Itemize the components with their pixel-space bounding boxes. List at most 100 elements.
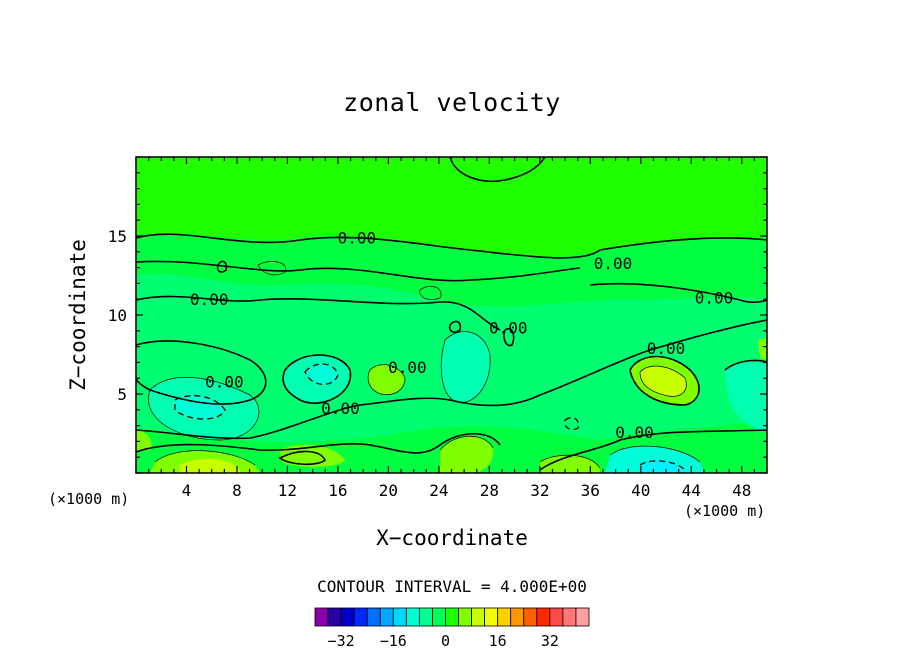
x-tick-label: 48 xyxy=(732,481,751,500)
colorbar-swatch xyxy=(340,607,355,627)
contour-lines xyxy=(136,157,767,471)
contour-line xyxy=(136,295,501,331)
colorbar-tick-label: 16 xyxy=(489,632,507,650)
contour-fill-neg xyxy=(175,395,225,419)
contour-fill-neg xyxy=(725,362,767,430)
colorbar-swatch xyxy=(327,607,342,627)
colorbar-swatch xyxy=(510,607,525,627)
colorbar-swatch xyxy=(497,607,512,627)
axis-ticks xyxy=(135,156,768,474)
colorbar-swatch xyxy=(549,607,564,627)
contour-label: 0.00 xyxy=(338,229,377,248)
colorbar-swatch xyxy=(314,607,329,627)
colorbar xyxy=(314,607,590,627)
colorbar-swatch xyxy=(562,607,577,627)
contour-line-neg xyxy=(304,363,339,386)
x-tick-label: 12 xyxy=(278,481,297,500)
x-tick-label: 44 xyxy=(682,481,701,500)
colorbar-swatch xyxy=(366,607,381,627)
x-axis-label: X−coordinate xyxy=(376,526,528,550)
contour-label: 0.00 xyxy=(695,289,734,308)
y-tick-label: 15 xyxy=(108,227,127,246)
contour-fill-pos xyxy=(758,338,767,360)
colorbar-tick-label: 32 xyxy=(541,632,559,650)
colorbar-swatch xyxy=(471,607,486,627)
contour-line-thin xyxy=(148,376,260,441)
contour-line xyxy=(448,320,462,333)
contour-line xyxy=(136,233,767,259)
colorbar-swatch xyxy=(405,607,420,627)
contour-line-thin xyxy=(440,331,491,403)
x-tick-label: 28 xyxy=(480,481,499,500)
contour-line-thin xyxy=(257,261,287,276)
colorbar-tick-label: −16 xyxy=(380,632,407,650)
contour-line xyxy=(629,355,700,406)
x-tick-label: 20 xyxy=(379,481,398,500)
colorbar-tick-label: 0 xyxy=(441,632,450,650)
colorbar-swatch xyxy=(445,607,459,627)
contour-line xyxy=(539,429,767,471)
contour-lines-negative xyxy=(174,363,686,471)
y-tick-labels: 5 10 15 xyxy=(108,227,127,404)
contour-line xyxy=(136,319,767,440)
colorbar-swatch xyxy=(523,607,538,627)
x-tick-label: 16 xyxy=(328,481,347,500)
contour-line-thin xyxy=(439,435,494,451)
contour-line xyxy=(282,354,352,404)
x-unit-label: (×1000 m) xyxy=(684,502,766,520)
contour-fill-neg xyxy=(441,331,491,403)
colorbar-tick-label: −32 xyxy=(328,632,355,650)
contour-line-thin xyxy=(539,454,601,469)
contour-lines-thin xyxy=(148,261,701,469)
contour-line xyxy=(589,282,767,303)
contour-line-thin xyxy=(609,445,701,463)
contour-fill-pos xyxy=(440,436,494,473)
contour-line xyxy=(216,260,228,273)
x-tick-labels: 4 8 12 16 20 24 28 32 36 40 44 48 xyxy=(182,481,752,500)
colorbar-swatch xyxy=(458,607,472,627)
x-tick-label: 24 xyxy=(429,481,448,500)
contour-line-neg xyxy=(174,395,226,420)
contour-line-thin xyxy=(367,364,406,396)
contour-line xyxy=(449,157,546,182)
y-tick-label: 10 xyxy=(108,306,127,325)
x-tick-label: 32 xyxy=(530,481,549,500)
contour-line-neg xyxy=(639,460,686,471)
x-tick-label: 8 xyxy=(232,481,242,500)
contour-label: 0.00 xyxy=(489,319,528,338)
contour-line xyxy=(503,327,515,347)
contour-label: 0.00 xyxy=(594,254,633,273)
x-tick-label: 36 xyxy=(581,481,600,500)
contour-label: 0.00 xyxy=(205,372,244,391)
colorbar-swatch xyxy=(379,607,394,627)
contour-line-thin xyxy=(639,365,687,397)
y-tick-label: 5 xyxy=(117,385,127,404)
contour-fill-pos xyxy=(640,366,687,397)
colorbar-swatch xyxy=(536,607,551,627)
contour-label: 0.00 xyxy=(190,290,229,309)
contour-line xyxy=(724,359,767,371)
contour-fill-pos xyxy=(180,458,240,473)
colorbar-swatch xyxy=(432,607,446,627)
contour-fill-neg xyxy=(305,364,338,385)
contour-fill-pos xyxy=(540,455,600,473)
chart-title: zonal velocity xyxy=(343,88,561,117)
x-tick-label: 4 xyxy=(182,481,192,500)
contour-label: 0.00 xyxy=(321,399,360,418)
contour-line-neg xyxy=(564,417,579,431)
y-axis-label: Z−coordinate xyxy=(66,239,90,391)
colorbar-swatch xyxy=(353,607,368,627)
contour-line xyxy=(136,433,501,454)
colorbar-swatch xyxy=(484,607,499,627)
contour-label: 0.00 xyxy=(615,423,654,442)
contour-line-thin xyxy=(154,450,256,466)
colorbar-swatch xyxy=(392,607,407,627)
contour-line-labels: 0.00 0.00 0.00 0.00 0.00 0.00 0.00 0.00 0.00 0.00 xyxy=(190,229,734,442)
contour-line xyxy=(136,340,267,405)
contour-fill-pos xyxy=(368,364,405,395)
contour-fill-pos xyxy=(280,444,345,468)
contour-line-thin xyxy=(419,286,442,300)
plot-area: 0.00 0.00 0.00 0.00 0.00 0.00 0.00 0.00 0.00 0.00 xyxy=(136,157,767,473)
contour-interval-label: CONTOUR INTERVAL = 4.000E+00 xyxy=(317,577,587,596)
